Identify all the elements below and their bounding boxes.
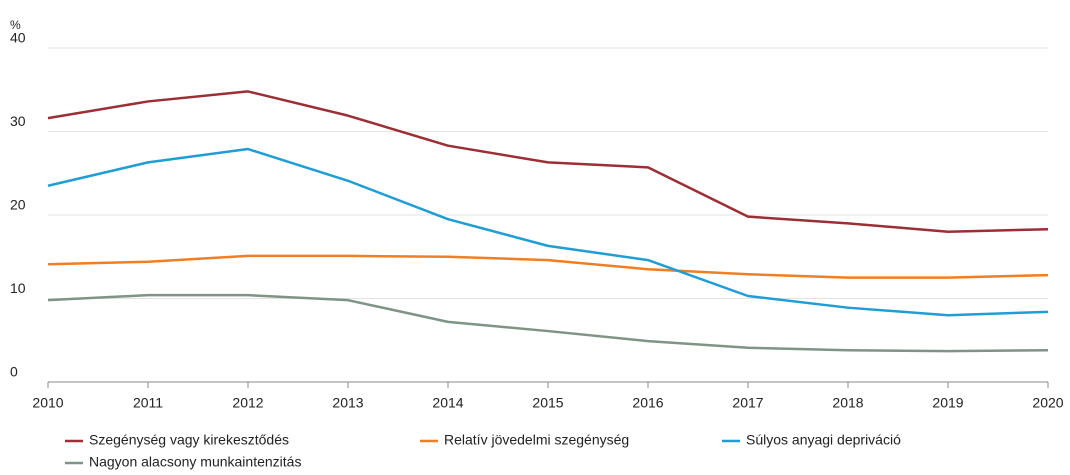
x-tick-label: 2010: [32, 395, 63, 411]
x-tick-label: 2019: [932, 395, 963, 411]
y-tick-label: 30: [10, 113, 26, 129]
y-axis-label: %: [10, 18, 21, 32]
y-tick-label: 20: [10, 197, 26, 213]
x-tick-label: 2018: [832, 395, 863, 411]
series-line: [47, 147, 1049, 317]
y-tick-label: 40: [10, 30, 26, 46]
x-tick-label: 2011: [133, 395, 163, 411]
legend-label: Súlyos anyagi depriváció: [746, 432, 901, 448]
legend-label: Relatív jövedelmi szegénység: [444, 432, 629, 448]
y-tick-label: 0: [10, 364, 18, 380]
series-line: [47, 254, 1049, 279]
legend-label: Szegénység vagy kirekesztődés: [89, 432, 289, 448]
x-tick-label: 2016: [632, 395, 663, 411]
x-tick-label: 2012: [232, 395, 263, 411]
y-tick-label: 10: [10, 280, 26, 296]
x-tick-label: 2015: [532, 395, 563, 411]
series-line: [47, 293, 1049, 353]
x-tick-label: 2017: [732, 395, 763, 411]
x-tick-label: 2014: [432, 395, 463, 411]
series-line: [47, 90, 1049, 233]
legend-label: Nagyon alacsony munkaintenzitás: [89, 454, 301, 470]
x-tick-label: 2013: [332, 395, 363, 411]
x-tick-label: 2020: [1032, 395, 1063, 411]
